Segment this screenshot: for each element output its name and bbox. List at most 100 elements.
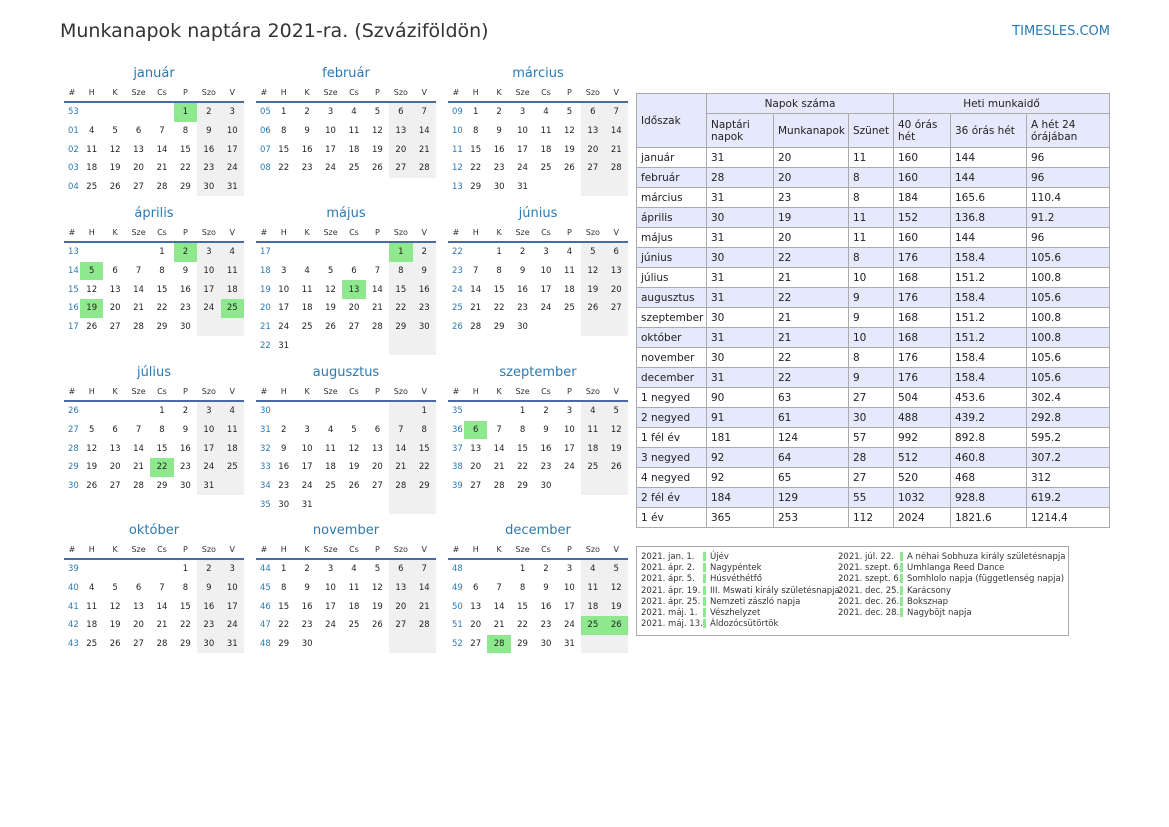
weekday-header: Sze bbox=[510, 84, 535, 103]
day-cell: 18 bbox=[540, 144, 552, 155]
legend-item: 2021. dec. 25. Karácsony bbox=[838, 585, 1065, 597]
header-40h: 40 órás hét bbox=[893, 113, 951, 148]
month-calendar: május # H K Sze Cs P Szo V 17 1 2 18 3 4 5 6 7 8 9 19 10 11 12 1… bbox=[256, 206, 436, 356]
weekday-header: Szo bbox=[389, 224, 413, 243]
week-row: 29 19 20 21 22 23 24 25 bbox=[64, 458, 244, 477]
day-cell: 15 bbox=[179, 601, 191, 612]
day-cell: 19 bbox=[86, 462, 98, 473]
day-cell: 9 bbox=[496, 126, 502, 137]
day-cell: 13 bbox=[604, 261, 628, 281]
day-cell: 2 bbox=[496, 107, 502, 118]
summary-cell: 8 bbox=[848, 247, 894, 268]
holiday-color-marker bbox=[900, 585, 903, 595]
day-cell: 30 bbox=[517, 322, 528, 333]
week-row: 11 15 16 17 18 19 20 21 bbox=[448, 140, 628, 160]
day-cell: 24 bbox=[278, 322, 290, 333]
summary-cell: február bbox=[636, 167, 707, 188]
day-cell: 15 bbox=[179, 144, 191, 155]
week-number: 51 bbox=[452, 620, 463, 631]
header-period: Időszak bbox=[636, 93, 707, 148]
weekday-header: # bbox=[64, 224, 80, 243]
day-cell: 18 bbox=[220, 439, 244, 459]
summary-row: 2 fél év 184 129 55 1032 928.8 619.2 bbox=[636, 487, 1110, 508]
holiday-color-marker bbox=[703, 619, 706, 629]
month-table: # H K Sze Cs P Szo V 09 1 2 3 4 5 6 7 10 8 9 10 11 12 13 14 11 15… bbox=[448, 84, 628, 197]
week-row: 49 6 7 8 9 10 11 12 bbox=[448, 578, 628, 598]
summary-cell: 151.2 bbox=[950, 307, 1027, 328]
header-hours: Heti munkaidő bbox=[893, 93, 1110, 114]
day-cell: 25 bbox=[581, 616, 605, 635]
legend-item: 2021. ápr. 5. Húsvéthétfő bbox=[641, 574, 840, 585]
empty-cell bbox=[604, 177, 628, 197]
week-row: 09 1 2 3 4 5 6 7 bbox=[448, 102, 628, 122]
weekday-header: Szo bbox=[389, 84, 413, 103]
day-cell: 29 bbox=[517, 481, 528, 492]
week-number: 50 bbox=[452, 601, 463, 612]
day-cell: 18 bbox=[348, 601, 360, 612]
day-cell: 15 bbox=[156, 443, 168, 454]
day-cell: 11 bbox=[86, 601, 98, 612]
week-row: 22 1 2 3 4 5 6 bbox=[448, 242, 628, 262]
day-cell: 20 bbox=[109, 462, 121, 473]
summary-cell: 11 bbox=[848, 207, 894, 228]
summary-cell: 124 bbox=[773, 427, 849, 448]
weekday-header: H bbox=[464, 224, 488, 243]
weekday-header: P bbox=[173, 383, 198, 402]
day-cell: 30 bbox=[493, 182, 505, 193]
empty-cell bbox=[295, 401, 318, 421]
site-link[interactable]: TIMESLES.COM bbox=[1012, 24, 1110, 39]
day-cell: 10 bbox=[220, 121, 244, 141]
day-cell: 3 bbox=[197, 242, 221, 262]
summary-cell: szeptember bbox=[636, 307, 707, 328]
weekday-header: H bbox=[80, 224, 104, 243]
week-number: 26 bbox=[452, 322, 463, 333]
week-number: 18 bbox=[260, 266, 271, 277]
summary-cell: 28 bbox=[848, 447, 894, 468]
day-cell: 16 bbox=[179, 443, 191, 454]
month-name: június bbox=[518, 206, 558, 221]
legend-date: 2021. dec. 26. bbox=[838, 596, 900, 607]
legend-item: 2021. ápr. 19. III. Mswati király születé… bbox=[641, 585, 840, 597]
header-24h: A hét 24 órájában bbox=[1026, 113, 1110, 148]
legend-date: 2021. ápr. 25. bbox=[641, 596, 701, 607]
day-cell: 20 bbox=[604, 280, 628, 300]
day-cell: 26 bbox=[86, 322, 98, 333]
day-cell: 19 bbox=[80, 299, 104, 318]
week-number: 43 bbox=[68, 639, 79, 650]
day-cell: 20 bbox=[581, 140, 605, 160]
weekday-header: H bbox=[272, 541, 296, 560]
summary-row: február 28 20 8 160 144 96 bbox=[636, 167, 1110, 188]
summary-cell: 9 bbox=[848, 307, 894, 328]
day-cell: 4 bbox=[220, 242, 244, 262]
weekday-header: P bbox=[173, 84, 198, 103]
weekday-header: Szo bbox=[581, 541, 605, 560]
day-cell: 21 bbox=[371, 303, 383, 314]
day-cell: 17 bbox=[540, 284, 552, 295]
weekday-header: V bbox=[412, 541, 436, 560]
week-row: 18 3 4 5 6 7 8 9 bbox=[256, 261, 436, 281]
summary-cell: 176 bbox=[893, 347, 951, 368]
week-number: 06 bbox=[260, 126, 271, 137]
week-number: 12 bbox=[452, 163, 463, 174]
week-number: 47 bbox=[260, 620, 271, 631]
week-row: 08 22 23 24 25 26 27 28 bbox=[256, 159, 436, 178]
weekday-header: V bbox=[220, 541, 244, 560]
week-row: 20 17 18 19 20 21 22 23 bbox=[256, 299, 436, 318]
day-cell: 6 bbox=[112, 425, 118, 436]
day-cell: 23 bbox=[301, 163, 313, 174]
day-cell: 24 bbox=[563, 620, 575, 631]
day-cell: 3 bbox=[281, 266, 287, 277]
empty-cell bbox=[558, 477, 581, 496]
month-name: november bbox=[312, 523, 380, 538]
week-number: 21 bbox=[260, 322, 271, 333]
day-cell: 30 bbox=[412, 317, 436, 337]
summary-cell: 30 bbox=[706, 207, 774, 228]
summary-cell: november bbox=[636, 347, 707, 368]
day-cell: 2 bbox=[197, 559, 221, 579]
day-cell: 7 bbox=[389, 420, 413, 440]
day-cell: 1 bbox=[159, 406, 165, 417]
day-cell: 21 bbox=[470, 303, 482, 314]
summary-cell: 144 bbox=[950, 167, 1027, 188]
day-cell: 19 bbox=[109, 620, 121, 631]
summary-cell: október bbox=[636, 327, 707, 348]
